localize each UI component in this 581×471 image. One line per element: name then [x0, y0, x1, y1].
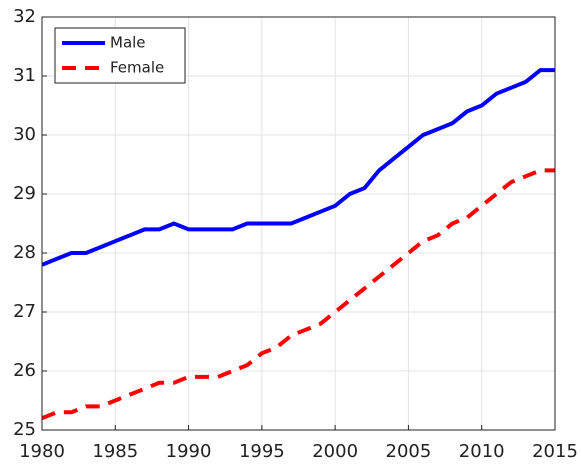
legend: Male Female: [54, 27, 186, 84]
plot-lines: [41, 68, 555, 421]
y-tick-label: 29: [13, 183, 36, 204]
y-tick-label: 30: [13, 124, 36, 145]
series-line: [41, 68, 555, 267]
legend-box: [54, 27, 186, 84]
y-tick-label: 31: [13, 65, 36, 86]
series-line: [41, 168, 555, 421]
ticks: 1980 1985 1990 1995 2000 2005 2010 2015 25 26 27 28…: [13, 6, 578, 462]
grid: [41, 16, 556, 431]
legend-label: Female: [110, 59, 164, 77]
x-tick-label: 2000: [312, 441, 358, 462]
legend-label: Male: [110, 34, 146, 52]
y-tick-label: 28: [13, 242, 36, 263]
y-tick-label: 32: [13, 6, 36, 27]
x-tick-label: 1980: [19, 441, 65, 462]
axes-frame: [41, 16, 556, 431]
x-tick-label: 1990: [166, 441, 212, 462]
y-tick-label: 27: [13, 301, 36, 322]
y-tick-label: 25: [13, 419, 36, 440]
y-tick-label: 26: [13, 360, 36, 381]
x-tick-label: 1985: [92, 441, 138, 462]
x-tick-label: 2005: [386, 441, 432, 462]
x-tick-label: 1995: [239, 441, 285, 462]
x-tick-label: 2010: [459, 441, 505, 462]
x-tick-label: 2015: [532, 441, 578, 462]
